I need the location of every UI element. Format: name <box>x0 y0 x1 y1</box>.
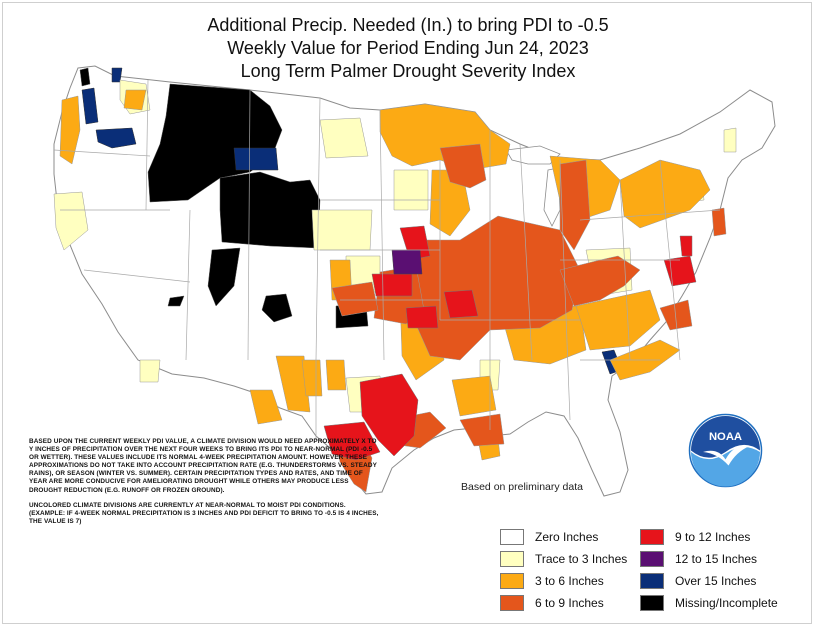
legend-item-12-to-15: 12 to 15 Inches <box>640 550 757 568</box>
state-borders <box>53 79 721 440</box>
legend-item-6-to-9: 6 to 9 Inches <box>500 594 604 612</box>
title-line-2: Weekly Value for Period Ending Jun 24, 2… <box>227 38 589 58</box>
legend-item-missing: Missing/Incomplete <box>640 594 778 612</box>
3-to-6-regions <box>59 89 711 461</box>
legend-swatch-6-to-9 <box>500 595 524 611</box>
legend: Zero Inches Trace to 3 Inches 3 to 6 Inc… <box>500 526 800 616</box>
title-line-1: Additional Precip. Needed (In.) to bring… <box>207 15 609 35</box>
legend-label-trace: Trace to 3 Inches <box>535 552 628 566</box>
us-precip-map <box>53 65 776 497</box>
legend-swatch-trace <box>500 551 524 567</box>
noaa-logo-top <box>691 416 760 458</box>
noaa-logo-bird <box>703 445 750 466</box>
legend-swatch-3-to-6 <box>500 573 524 589</box>
noaa-logo-bottom <box>691 447 760 487</box>
legend-swatch-zero <box>500 529 524 545</box>
legend-label-zero: Zero Inches <box>535 530 599 544</box>
legend-label-over-15: Over 15 Inches <box>675 574 757 588</box>
legend-swatch-9-to-12 <box>640 529 664 545</box>
legend-item-9-to-12: 9 to 12 Inches <box>640 528 750 546</box>
legend-label-6-to-9: 6 to 9 Inches <box>535 596 604 610</box>
legend-label-3-to-6: 3 to 6 Inches <box>535 574 604 588</box>
legend-swatch-missing <box>640 595 664 611</box>
9-to-12-regions <box>323 225 697 461</box>
legend-item-over-15: Over 15 Inches <box>640 572 756 590</box>
12-to-15-regions <box>391 249 423 275</box>
methodology-notes: BASED UPON THE CURRENT WEEKLY PDI VALUE,… <box>29 438 379 533</box>
notes-paragraph-1: BASED UPON THE CURRENT WEEKLY PDI VALUE,… <box>29 438 377 494</box>
legend-item-trace: Trace to 3 Inches <box>500 550 627 568</box>
legend-swatch-over-15 <box>640 573 664 589</box>
legend-label-12-to-15: 12 to 15 Inches <box>675 552 758 566</box>
title-line-3: Long Term Palmer Drought Severity Index <box>240 61 576 81</box>
map-title: Additional Precip. Needed (In.) to bring… <box>0 14 816 83</box>
noaa-logo-text: NOAA <box>709 431 742 443</box>
legend-item-3-to-6: 3 to 6 Inches <box>500 572 604 590</box>
legend-swatch-12-to-15 <box>640 551 664 567</box>
preliminary-data-note: Based on preliminary data <box>461 481 583 493</box>
over-15-regions <box>81 67 623 375</box>
noaa-logo: NOAA <box>688 413 763 488</box>
legend-label-9-to-12: 9 to 12 Inches <box>675 530 751 544</box>
legend-label-missing: Missing/Incomplete <box>675 596 778 610</box>
legend-item-zero: Zero Inches <box>500 528 598 546</box>
notes-paragraph-2: UNCOLORED CLIMATE DIVISIONS ARE CURRENTL… <box>29 501 379 525</box>
